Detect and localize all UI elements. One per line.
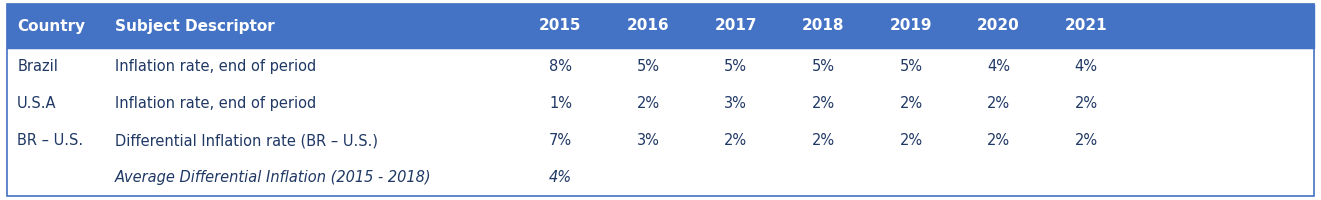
Text: 2%: 2%	[812, 133, 835, 148]
Text: 2%: 2%	[987, 96, 1011, 111]
Text: 4%: 4%	[987, 59, 1011, 74]
Text: 2019: 2019	[889, 19, 933, 33]
Text: 2018: 2018	[802, 19, 844, 33]
Text: Inflation rate, end of period: Inflation rate, end of period	[115, 96, 317, 111]
Text: 5%: 5%	[724, 59, 748, 74]
Text: 2%: 2%	[987, 133, 1011, 148]
Text: 2%: 2%	[724, 133, 748, 148]
Text: 2020: 2020	[978, 19, 1020, 33]
Text: 5%: 5%	[812, 59, 835, 74]
FancyBboxPatch shape	[7, 122, 1314, 159]
Text: 3%: 3%	[724, 96, 748, 111]
Text: 2015: 2015	[539, 19, 581, 33]
Text: Subject Descriptor: Subject Descriptor	[115, 19, 275, 33]
Text: 2%: 2%	[637, 96, 659, 111]
Text: 2021: 2021	[1065, 19, 1107, 33]
Text: 7%: 7%	[550, 133, 572, 148]
Text: 3%: 3%	[637, 133, 659, 148]
FancyBboxPatch shape	[7, 159, 1314, 196]
Text: Inflation rate, end of period: Inflation rate, end of period	[115, 59, 317, 74]
Text: BR – U.S.: BR – U.S.	[17, 133, 83, 148]
Text: Brazil: Brazil	[17, 59, 58, 74]
Text: 4%: 4%	[1075, 59, 1098, 74]
Text: 2%: 2%	[900, 133, 922, 148]
Text: 2%: 2%	[1074, 96, 1098, 111]
FancyBboxPatch shape	[7, 48, 1314, 85]
Text: Country: Country	[17, 19, 86, 33]
FancyBboxPatch shape	[7, 4, 1314, 48]
Text: 2%: 2%	[900, 96, 922, 111]
Text: U.S.A: U.S.A	[17, 96, 57, 111]
Text: 8%: 8%	[550, 59, 572, 74]
Text: 5%: 5%	[637, 59, 659, 74]
FancyBboxPatch shape	[7, 85, 1314, 122]
Text: 2%: 2%	[1074, 133, 1098, 148]
Text: 5%: 5%	[900, 59, 922, 74]
Text: Differential Inflation rate (BR – U.S.): Differential Inflation rate (BR – U.S.)	[115, 133, 378, 148]
Text: 2017: 2017	[715, 19, 757, 33]
Text: 4%: 4%	[550, 170, 572, 185]
Text: 2016: 2016	[626, 19, 670, 33]
Text: 2%: 2%	[812, 96, 835, 111]
Text: 1%: 1%	[550, 96, 572, 111]
Text: Average Differential Inflation (2015 - 2018): Average Differential Inflation (2015 - 2…	[115, 170, 432, 185]
